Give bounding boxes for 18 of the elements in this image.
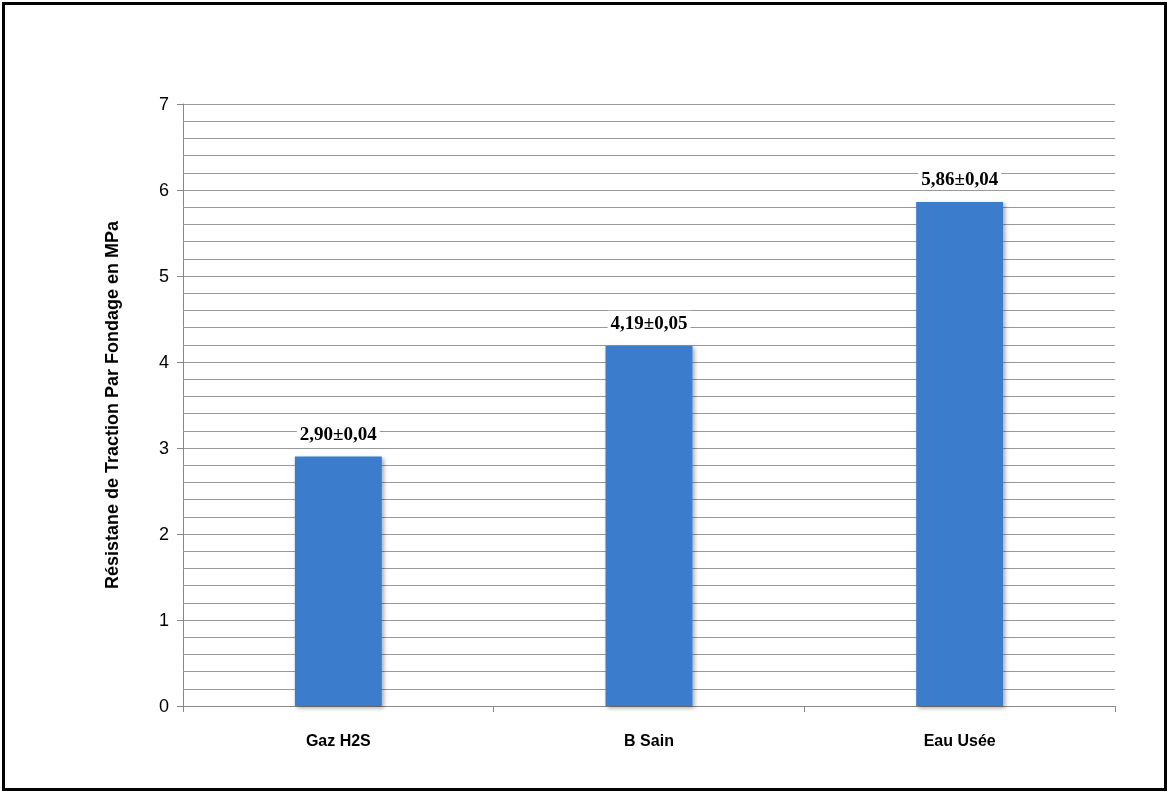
bar: [605, 345, 693, 706]
y-tick-label: 6: [158, 180, 169, 200]
x-tick-label: Eau Usée: [923, 731, 996, 749]
y-tick-label: 5: [158, 266, 169, 286]
x-tick-label: B Sain: [624, 731, 674, 749]
y-tick-label: 3: [158, 438, 169, 458]
data-label: 2,90±0,04: [299, 422, 378, 444]
y-axis-title: Résistane de Traction Par Fondage en MPa: [102, 219, 122, 590]
data-label: 4,19±0,05: [610, 311, 688, 333]
y-tick-label: 2: [158, 524, 169, 544]
bar: [916, 202, 1004, 706]
data-label: 5,86±0,04: [921, 168, 999, 190]
y-tick-label: 0: [158, 696, 169, 716]
y-tick-label: 4: [158, 352, 169, 372]
y-tick-label: 1: [158, 610, 169, 630]
bar: [294, 456, 382, 706]
x-tick-label: Gaz H2S: [305, 731, 372, 749]
y-tick-label: 7: [158, 94, 169, 114]
